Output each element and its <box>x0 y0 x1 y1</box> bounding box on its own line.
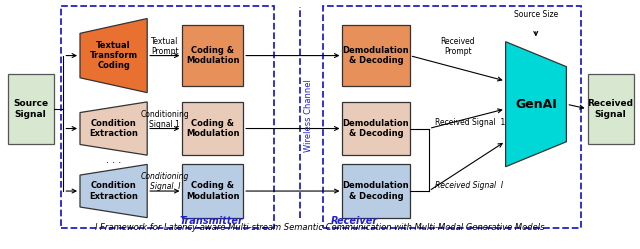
FancyBboxPatch shape <box>182 102 243 155</box>
Text: Received Signal  1: Received Signal 1 <box>435 118 506 127</box>
Text: Coding &
Modulation: Coding & Modulation <box>186 119 239 138</box>
Bar <box>61 6 274 228</box>
Text: Received Signal  I: Received Signal I <box>435 181 503 190</box>
Text: GenAI: GenAI <box>515 98 557 111</box>
Polygon shape <box>80 18 147 93</box>
Text: Wireless Channel: Wireless Channel <box>304 79 313 152</box>
Polygon shape <box>80 164 147 218</box>
Polygon shape <box>80 102 147 155</box>
Text: Condition
Extraction: Condition Extraction <box>89 119 138 138</box>
FancyBboxPatch shape <box>182 164 243 218</box>
Text: Conditioning
Signal  I: Conditioning Signal I <box>141 172 189 191</box>
FancyBboxPatch shape <box>342 102 410 155</box>
FancyBboxPatch shape <box>588 74 634 144</box>
Text: Coding &
Modulation: Coding & Modulation <box>186 181 239 201</box>
Text: Condition
Extraction: Condition Extraction <box>89 181 138 201</box>
Text: Demodulation
& Decoding: Demodulation & Decoding <box>342 181 410 201</box>
Text: l Framework for Latency-aware Multi-stream Semantic Communication with Multi-Mod: l Framework for Latency-aware Multi-stre… <box>95 223 545 232</box>
Text: Source Size: Source Size <box>513 10 558 19</box>
FancyBboxPatch shape <box>342 164 410 218</box>
Text: Textual
Prompt: Textual Prompt <box>151 37 179 56</box>
FancyBboxPatch shape <box>182 25 243 86</box>
Polygon shape <box>506 42 566 167</box>
FancyBboxPatch shape <box>8 74 54 144</box>
Text: Coding &
Modulation: Coding & Modulation <box>186 46 239 65</box>
FancyBboxPatch shape <box>342 25 410 86</box>
Text: Textual
Transform
Coding: Textual Transform Coding <box>90 41 138 70</box>
Text: Source
Signal: Source Signal <box>13 99 48 119</box>
Text: . . .: . . . <box>106 155 121 165</box>
Text: Received
Signal: Received Signal <box>588 99 634 119</box>
Text: Demodulation
& Decoding: Demodulation & Decoding <box>342 46 410 65</box>
Text: Received
Prompt: Received Prompt <box>440 37 475 56</box>
Text: Transmitter: Transmitter <box>179 216 243 227</box>
Text: Receiver: Receiver <box>331 216 378 227</box>
Text: Conditioning
Signal 1: Conditioning Signal 1 <box>140 110 189 129</box>
Text: Demodulation
& Decoding: Demodulation & Decoding <box>342 119 410 138</box>
Bar <box>323 6 581 228</box>
